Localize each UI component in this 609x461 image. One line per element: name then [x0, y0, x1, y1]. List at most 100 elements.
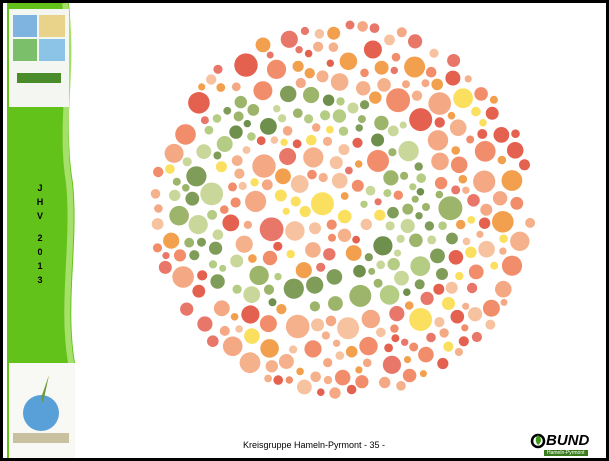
plate-dot — [153, 167, 163, 177]
plate-dot — [434, 317, 444, 327]
plate-dot — [510, 197, 523, 210]
plate-dot — [499, 247, 506, 254]
plate-dot — [309, 222, 321, 234]
plate-dot — [363, 359, 372, 368]
plate-dot — [416, 173, 426, 183]
plate-dot — [183, 157, 192, 166]
plate-dot — [339, 144, 350, 155]
plate-dot — [376, 260, 385, 269]
plate-dot — [304, 340, 321, 357]
plate-dot — [370, 23, 380, 33]
plate-dot — [305, 68, 315, 78]
plate-dot — [384, 35, 395, 46]
plate-dot — [436, 268, 448, 280]
plate-dot — [479, 119, 487, 127]
plate-dot — [185, 192, 199, 206]
plate-dot — [201, 116, 209, 124]
plate-dot — [402, 80, 410, 88]
plate-dot — [260, 315, 277, 332]
plate-dot — [249, 266, 268, 285]
plate-dot — [324, 376, 332, 384]
plate-dot — [355, 366, 362, 373]
plate-dot — [525, 218, 535, 228]
plate-dot — [466, 136, 474, 144]
logo-mark — [530, 432, 546, 450]
plate-dot — [446, 282, 458, 294]
plate-dot — [315, 29, 325, 39]
plate-dot — [392, 53, 401, 62]
plate-dot — [196, 144, 211, 159]
plate-dot — [252, 154, 275, 177]
plate-dot — [330, 156, 343, 169]
plate-dot — [322, 331, 330, 339]
plate-dot — [367, 150, 389, 172]
plate-dot — [435, 177, 447, 189]
plate-dot — [232, 82, 241, 91]
plate-dot — [368, 268, 375, 275]
plate-dot — [310, 372, 321, 383]
plate-dot — [333, 109, 346, 122]
plate-dot — [473, 171, 495, 193]
logo-subtitle: Hameln-Pyrmont — [544, 450, 588, 456]
plate-dot — [362, 310, 380, 328]
plate-dot — [293, 139, 302, 148]
plate-dot — [287, 250, 295, 258]
plate-dot — [396, 381, 406, 391]
plate-dot — [295, 46, 302, 53]
plate-dot — [271, 136, 279, 144]
plate-dot — [327, 27, 340, 40]
plate-dot — [319, 173, 328, 182]
plate-dot — [422, 79, 430, 87]
plate-dot — [461, 324, 468, 331]
plate-dot — [327, 220, 337, 230]
plate-dot — [213, 152, 221, 160]
plate-dot — [306, 277, 323, 294]
plate-dot — [303, 147, 323, 167]
plate-dot — [437, 358, 448, 369]
plate-dot — [501, 299, 508, 306]
plate-dot — [495, 281, 512, 298]
plate-dot — [376, 328, 386, 338]
plate-dot — [232, 155, 243, 166]
plate-dot — [462, 187, 469, 194]
plate-dot — [418, 347, 434, 363]
plate-dot — [451, 310, 465, 324]
plate-dot — [333, 340, 340, 347]
plate-dot — [316, 263, 325, 272]
plate-dot — [207, 210, 217, 220]
plate-dot — [403, 288, 411, 296]
plate-dot — [151, 189, 161, 199]
plate-dot — [262, 179, 273, 190]
plate-dot — [264, 375, 272, 383]
plate-dot — [394, 191, 403, 200]
plate-dot — [174, 249, 186, 261]
plate-dot — [459, 175, 468, 184]
plate-dot — [243, 286, 260, 303]
plate-dot — [323, 95, 334, 106]
plate-dot — [281, 31, 298, 48]
plate-dot — [206, 74, 216, 84]
plate-dot — [397, 27, 407, 37]
plate-dot — [338, 229, 351, 242]
plate-dot — [245, 191, 266, 212]
plate-dot — [280, 86, 296, 102]
plate-dot — [337, 317, 359, 339]
plate-dot — [197, 238, 206, 247]
plate-dot — [456, 220, 465, 229]
plate-dot — [289, 345, 297, 353]
plate-dot — [356, 124, 363, 131]
plate-dot — [412, 91, 422, 101]
plate-dot — [360, 201, 367, 208]
plate-dot — [338, 210, 352, 224]
plate-dot — [188, 92, 210, 114]
plate-dot — [409, 343, 418, 352]
plate-dot — [323, 137, 332, 146]
plate-dot — [163, 233, 179, 249]
plate-dot — [409, 108, 432, 131]
plate-dot — [428, 92, 451, 115]
plate-dot — [305, 50, 313, 58]
plate-dot — [358, 115, 366, 123]
plate-dot — [465, 75, 472, 82]
plate-dot — [364, 41, 382, 59]
plate-dot — [361, 219, 372, 230]
